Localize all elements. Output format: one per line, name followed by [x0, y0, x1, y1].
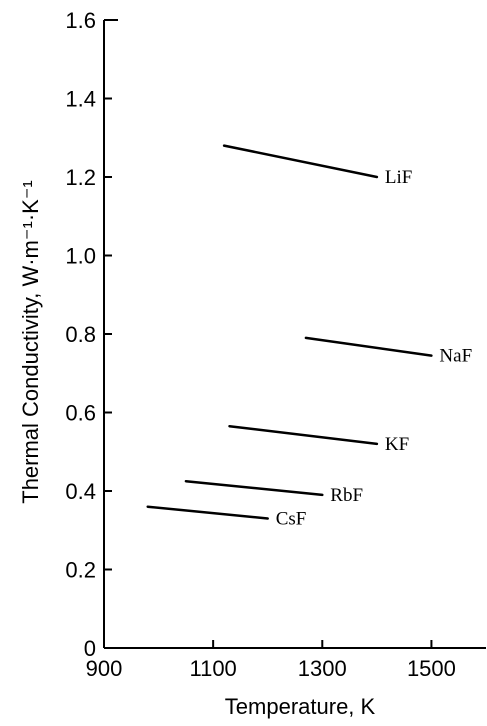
series-label-kf: KF	[385, 434, 409, 455]
series-labels: LiF NaF KF RbF CsF	[276, 167, 472, 529]
tick-labels: 0 0.2 0.4 0.6 0.8 1.0 1.2 1.4 1.6 900 1100 1300 1500	[65, 8, 455, 681]
y-tick-label: 0.6	[65, 401, 96, 426]
series-label-lif: LiF	[385, 167, 412, 188]
series-line-kf	[228, 424, 379, 446]
series-line-naf	[304, 336, 433, 357]
tick-marks	[103, 19, 433, 649]
x-tick-label: 1100	[189, 656, 236, 681]
x-axis-title: Temperature, K	[225, 694, 376, 719]
series-label-csf: CsF	[276, 508, 307, 529]
y-tick-label: 1.0	[65, 244, 96, 269]
y-tick-label: 0.8	[65, 322, 96, 347]
y-axis-title: Thermal Conductivity, W·m⁻¹·K⁻¹	[18, 180, 43, 504]
y-tick-label: 0	[84, 636, 96, 661]
axes	[103, 19, 486, 649]
x-tick-label: 1500	[407, 656, 456, 681]
series-line-rbf	[184, 479, 324, 497]
y-tick-label: 1.6	[65, 8, 96, 33]
y-tick-label: 0.2	[65, 558, 96, 583]
y-tick-label: 1.2	[65, 165, 96, 190]
series-label-naf: NaF	[439, 346, 472, 367]
series-label-rbf: RbF	[330, 485, 363, 506]
series-line-csf	[146, 505, 269, 520]
x-tick-label: 900	[86, 656, 123, 681]
series-lines	[146, 144, 433, 520]
y-tick-label: 0.4	[65, 479, 96, 504]
y-tick-label: 1.4	[65, 87, 96, 112]
x-tick-label: 1300	[298, 656, 347, 681]
series-line-lif	[222, 144, 379, 179]
